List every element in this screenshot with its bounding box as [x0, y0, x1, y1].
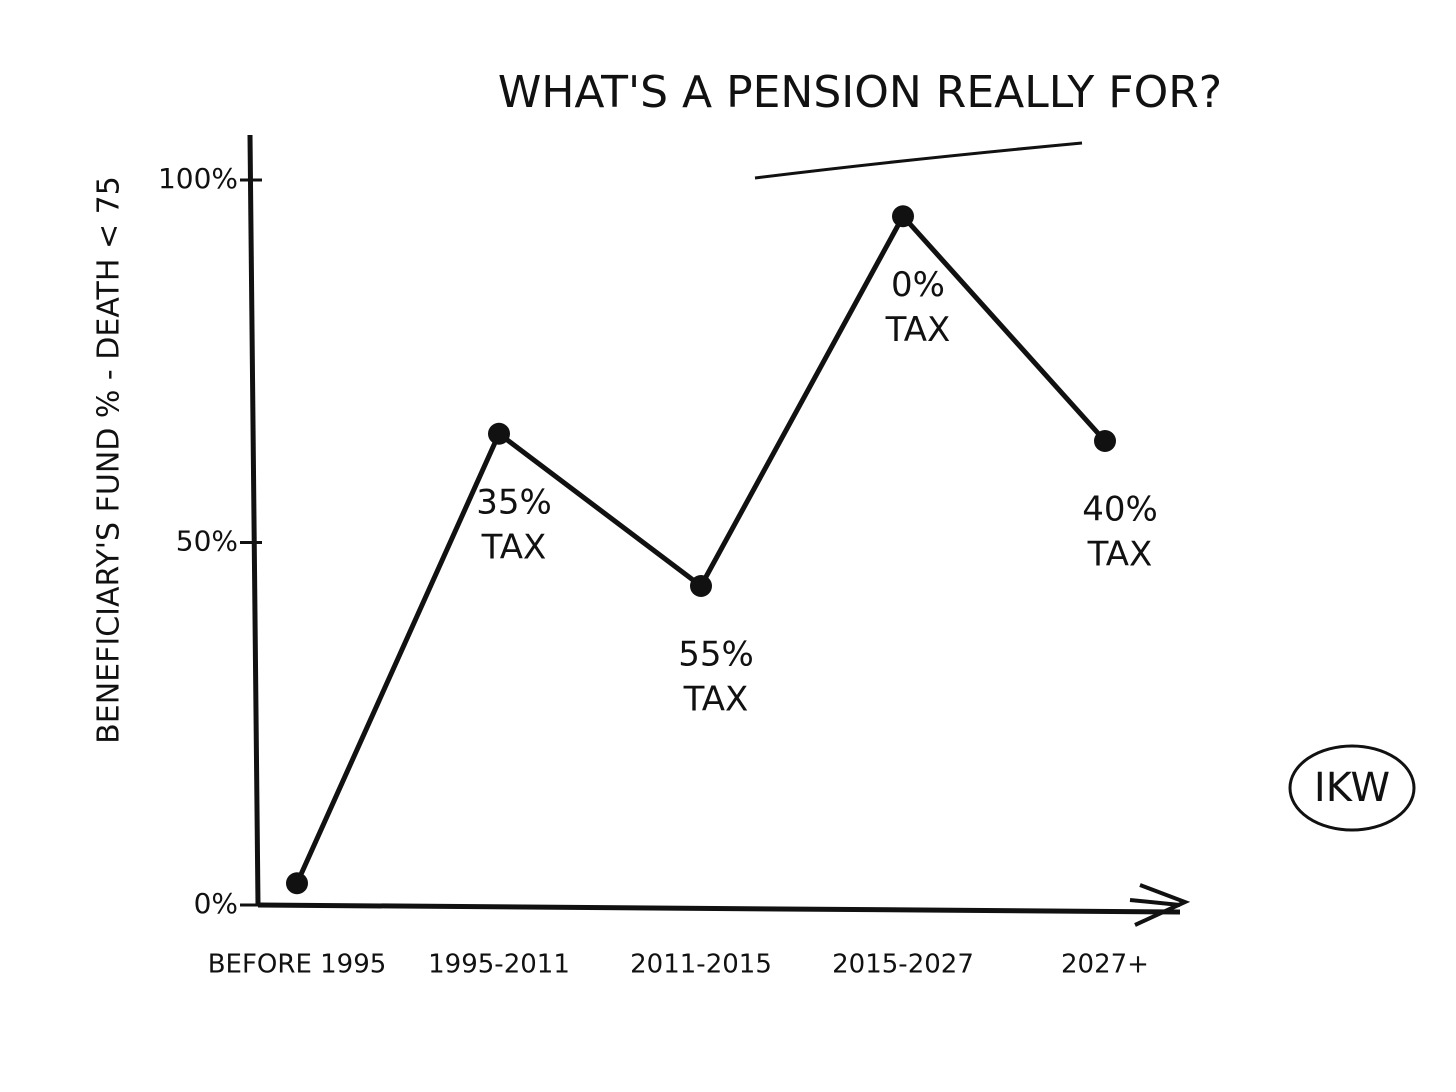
- x-tick-label: 2011-2015: [630, 950, 772, 980]
- tax-label: 0%: [891, 265, 945, 305]
- tax-label: 35%: [476, 482, 552, 522]
- data-point: [286, 872, 308, 895]
- tax-label: TAX: [683, 680, 749, 720]
- data-point: [488, 422, 510, 445]
- x-tick-label: 2027+: [1061, 950, 1149, 980]
- y-axis: [247, 134, 261, 906]
- tax-label: 55%: [678, 635, 754, 675]
- tax-label: TAX: [481, 527, 547, 567]
- data-point: [892, 205, 914, 228]
- y-tick-label: 100%: [158, 162, 238, 195]
- y-axis-label: BENEFICIARY'S FUND % - DEATH < 75: [92, 176, 127, 744]
- tax-label: TAX: [885, 310, 951, 350]
- x-tick-label: 2015-2027: [832, 950, 974, 980]
- data-point: [690, 575, 712, 597]
- y-tick-label: 0%: [194, 887, 238, 920]
- signature-circle: [1288, 744, 1416, 832]
- data-point: [1094, 430, 1116, 452]
- y-tick-label: 50%: [176, 525, 238, 558]
- x-axis-arrow: [1129, 883, 1191, 927]
- chart-title: WHAT'S A PENSION REALLY FOR?: [498, 67, 1222, 118]
- tax-label: 40%: [1082, 490, 1158, 530]
- tax-label: TAX: [1087, 535, 1153, 575]
- data-line: [294, 213, 1107, 885]
- x-tick-label: BEFORE 1995: [208, 950, 387, 980]
- x-axis: [257, 902, 1181, 915]
- title-underline: [754, 141, 1083, 180]
- x-tick-label: 1995-2011: [428, 950, 570, 980]
- signature: IKW: [1314, 765, 1390, 811]
